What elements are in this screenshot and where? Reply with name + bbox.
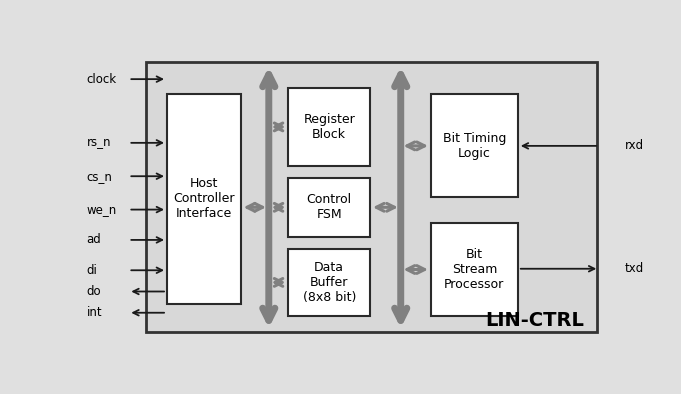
Text: rs_n: rs_n [86, 136, 111, 149]
Text: Host
Controller
Interface: Host Controller Interface [173, 177, 235, 221]
Bar [288, 88, 370, 165]
Bar [431, 94, 518, 197]
Bar [167, 94, 241, 304]
Text: ad: ad [86, 233, 101, 246]
Text: cs_n: cs_n [86, 170, 112, 183]
Text: do: do [86, 285, 101, 298]
Text: LIN-CTRL: LIN-CTRL [485, 311, 584, 330]
Text: clock: clock [86, 72, 117, 85]
Bar [146, 62, 597, 333]
Text: di: di [86, 264, 97, 277]
Text: Data
Buffer
(8x8 bit): Data Buffer (8x8 bit) [302, 261, 356, 304]
Text: txd: txd [624, 262, 644, 275]
Text: Bit
Stream
Processor: Bit Stream Processor [444, 248, 505, 291]
Bar [288, 249, 370, 316]
Bar [288, 178, 370, 237]
Bar [431, 223, 518, 316]
Text: int: int [86, 306, 102, 319]
Text: Control
FSM: Control FSM [306, 193, 352, 221]
Text: we_n: we_n [86, 203, 117, 216]
Text: Bit Timing
Logic: Bit Timing Logic [443, 132, 506, 160]
Text: Register
Block: Register Block [303, 113, 355, 141]
Text: rxd: rxd [624, 139, 644, 152]
